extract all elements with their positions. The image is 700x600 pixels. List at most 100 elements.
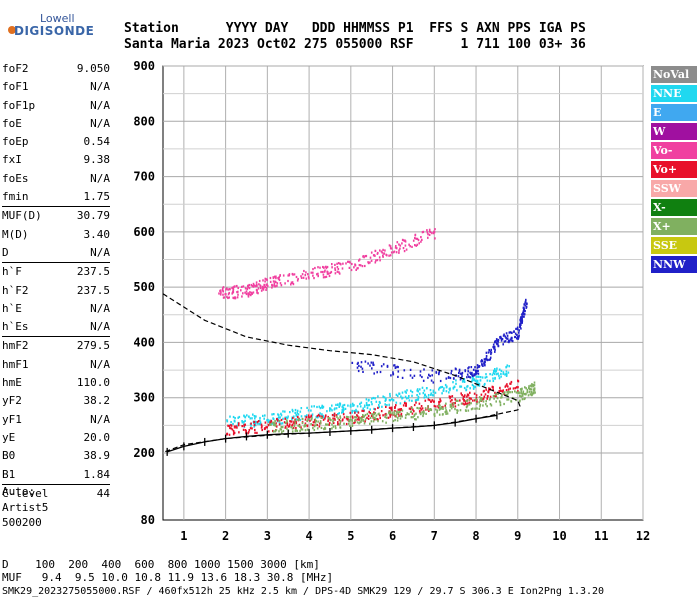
data-point xyxy=(476,402,478,405)
data-point xyxy=(508,331,511,334)
data-point xyxy=(487,391,490,394)
data-point xyxy=(337,413,339,416)
data-point xyxy=(257,422,259,425)
data-point xyxy=(474,386,476,389)
data-point xyxy=(520,323,522,326)
data-point xyxy=(430,393,432,396)
data-point xyxy=(405,414,407,417)
data-point xyxy=(366,416,368,419)
data-point xyxy=(244,423,246,426)
param-value: 237.5 xyxy=(76,283,110,297)
data-point xyxy=(471,399,474,402)
data-point xyxy=(222,296,225,299)
data-point xyxy=(464,409,467,412)
data-point xyxy=(433,400,435,403)
data-point xyxy=(280,412,282,415)
data-point xyxy=(530,385,533,388)
data-point xyxy=(486,395,489,398)
data-point xyxy=(445,412,447,415)
data-point xyxy=(475,375,478,378)
data-point xyxy=(373,254,375,257)
data-point xyxy=(498,391,500,394)
data-point xyxy=(441,392,443,395)
param-key: h`F2 xyxy=(2,283,29,297)
data-point xyxy=(322,405,325,408)
data-point xyxy=(477,365,480,368)
param-row: hmF2 279.5 xyxy=(2,337,110,355)
data-point xyxy=(379,249,381,252)
data-point xyxy=(524,300,527,303)
data-point xyxy=(403,250,406,253)
data-point xyxy=(427,394,430,397)
param-value: 0.54 xyxy=(83,135,111,149)
data-point xyxy=(391,409,393,412)
data-point xyxy=(236,296,239,299)
data-point xyxy=(360,401,363,404)
data-point xyxy=(282,410,284,413)
data-point xyxy=(334,425,337,428)
data-point xyxy=(246,414,248,417)
data-point xyxy=(258,283,260,286)
data-point xyxy=(485,357,488,360)
data-point xyxy=(390,407,392,411)
data-point xyxy=(274,430,277,433)
data-point xyxy=(413,414,416,417)
data-point xyxy=(237,416,239,419)
data-point xyxy=(531,393,534,396)
data-point xyxy=(342,262,344,265)
data-point xyxy=(442,405,444,409)
data-point xyxy=(499,336,501,339)
data-point xyxy=(366,406,369,410)
data-point xyxy=(248,293,251,296)
data-point xyxy=(494,340,497,343)
data-point xyxy=(307,273,309,276)
data-point xyxy=(237,286,239,290)
data-point xyxy=(417,398,420,401)
data-point xyxy=(278,419,281,423)
data-point xyxy=(249,427,252,430)
data-point xyxy=(419,388,421,391)
data-point xyxy=(525,306,528,309)
data-point xyxy=(382,414,384,417)
data-point xyxy=(292,410,294,413)
data-point xyxy=(409,245,411,248)
data-point xyxy=(294,408,297,412)
data-point xyxy=(449,395,452,398)
data-point xyxy=(269,423,272,426)
data-point xyxy=(227,288,229,291)
data-point xyxy=(252,413,254,416)
data-point xyxy=(369,416,372,419)
data-point xyxy=(509,338,512,341)
data-point xyxy=(426,387,428,390)
data-point xyxy=(252,291,255,294)
data-point xyxy=(468,366,470,369)
data-point xyxy=(417,416,419,419)
data-point xyxy=(389,413,391,416)
data-point xyxy=(509,391,511,394)
data-point xyxy=(506,398,508,401)
data-point xyxy=(219,290,222,293)
data-point xyxy=(349,403,352,406)
data-point xyxy=(328,423,330,426)
data-point xyxy=(448,395,451,398)
data-point xyxy=(502,392,505,395)
data-point xyxy=(438,373,440,376)
data-point xyxy=(419,374,422,377)
data-point xyxy=(433,413,435,416)
data-point xyxy=(480,398,483,402)
data-point xyxy=(431,369,434,372)
data-point xyxy=(358,259,360,262)
data-point xyxy=(497,343,499,346)
data-point xyxy=(460,402,463,405)
data-point xyxy=(281,431,283,434)
data-point xyxy=(266,426,268,429)
data-point xyxy=(259,419,261,422)
data-point xyxy=(372,363,374,366)
data-point xyxy=(521,313,523,316)
data-point xyxy=(438,403,440,406)
data-point xyxy=(492,379,495,383)
data-point xyxy=(483,362,486,365)
data-point xyxy=(420,408,423,411)
data-point xyxy=(372,420,375,423)
data-point xyxy=(374,249,377,252)
